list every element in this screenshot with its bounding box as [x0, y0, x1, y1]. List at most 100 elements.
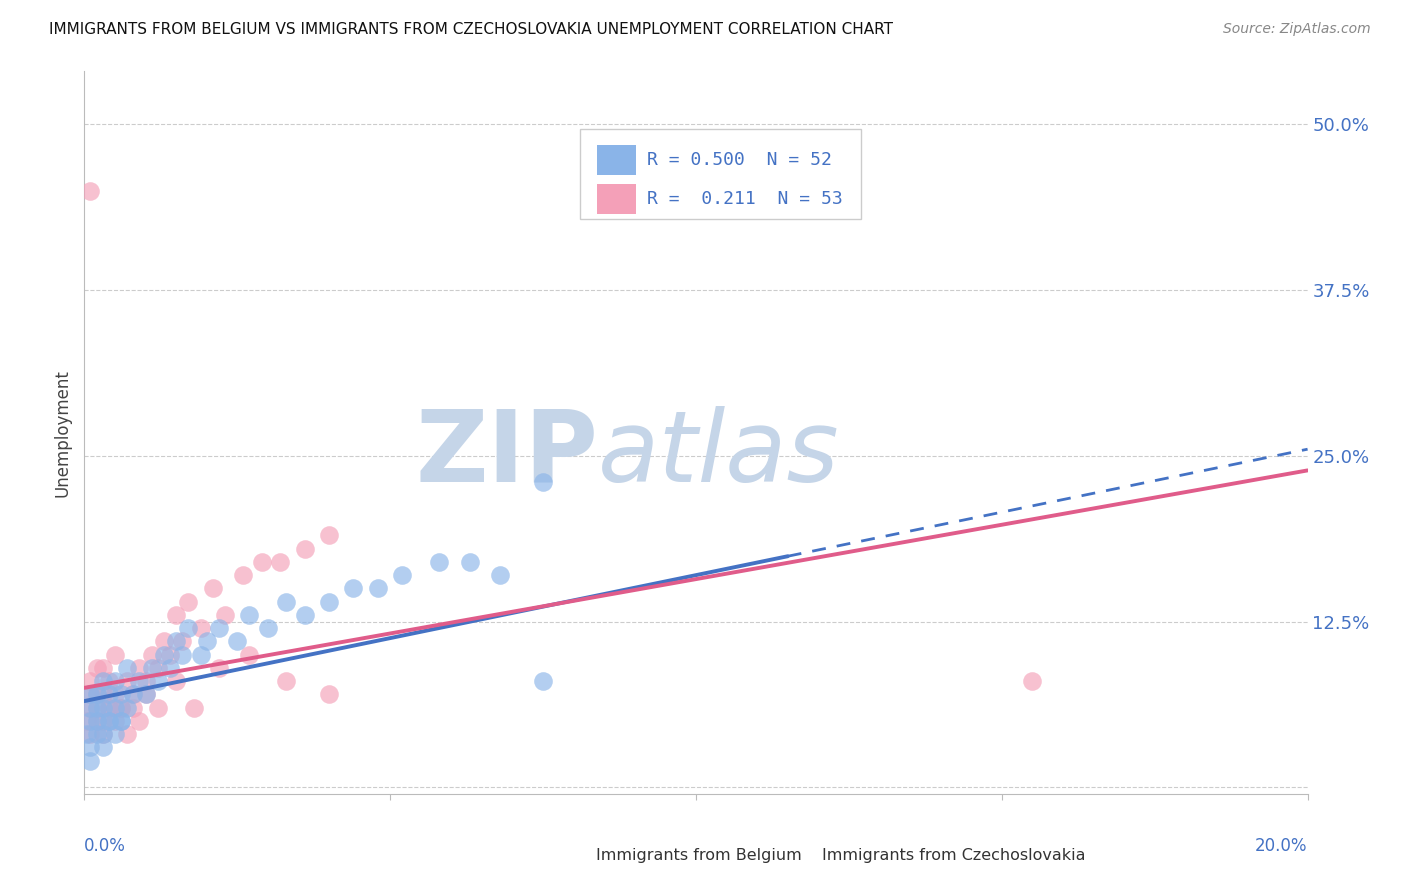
- Point: [91, 740, 114, 755]
- Point: [86, 700, 108, 714]
- Point: [172, 634, 194, 648]
- Point: [110, 714, 132, 728]
- Point: [115, 727, 138, 741]
- Text: R =  0.211  N = 53: R = 0.211 N = 53: [647, 190, 842, 208]
- Point: [97, 674, 120, 689]
- Point: [427, 555, 450, 569]
- Point: [146, 700, 169, 714]
- Text: R = 0.500  N = 52: R = 0.500 N = 52: [647, 151, 832, 169]
- Point: [91, 714, 114, 728]
- Point: [76, 714, 98, 728]
- Point: [91, 700, 114, 714]
- Point: [159, 648, 181, 662]
- Point: [97, 714, 120, 728]
- Point: [238, 648, 260, 662]
- Point: [165, 634, 187, 648]
- Point: [128, 714, 150, 728]
- Point: [79, 674, 101, 689]
- Point: [294, 607, 316, 622]
- Point: [104, 700, 127, 714]
- Point: [276, 594, 298, 608]
- Text: ZIP: ZIP: [415, 406, 598, 503]
- Point: [201, 582, 224, 596]
- Point: [91, 674, 114, 689]
- Point: [489, 568, 512, 582]
- Point: [135, 688, 157, 702]
- Point: [76, 727, 98, 741]
- Point: [104, 727, 127, 741]
- Point: [122, 688, 145, 702]
- Point: [128, 661, 150, 675]
- FancyBboxPatch shape: [558, 844, 588, 867]
- Point: [172, 648, 194, 662]
- Point: [122, 688, 145, 702]
- Point: [104, 648, 127, 662]
- Point: [1021, 674, 1043, 689]
- Point: [79, 688, 101, 702]
- Text: IMMIGRANTS FROM BELGIUM VS IMMIGRANTS FROM CZECHOSLOVAKIA UNEMPLOYMENT CORRELATI: IMMIGRANTS FROM BELGIUM VS IMMIGRANTS FR…: [49, 22, 893, 37]
- Point: [86, 688, 108, 702]
- Point: [165, 674, 187, 689]
- Point: [177, 621, 200, 635]
- Point: [141, 661, 163, 675]
- Point: [79, 688, 101, 702]
- Point: [91, 727, 114, 741]
- Point: [250, 555, 273, 569]
- FancyBboxPatch shape: [598, 145, 636, 176]
- Point: [159, 661, 181, 675]
- Point: [128, 674, 150, 689]
- Point: [115, 700, 138, 714]
- Point: [153, 634, 176, 648]
- Point: [86, 661, 108, 675]
- Point: [318, 594, 340, 608]
- Point: [79, 740, 101, 755]
- Text: Source: ZipAtlas.com: Source: ZipAtlas.com: [1223, 22, 1371, 37]
- Point: [97, 700, 120, 714]
- Point: [232, 568, 254, 582]
- FancyBboxPatch shape: [579, 129, 860, 219]
- FancyBboxPatch shape: [785, 844, 814, 867]
- Point: [238, 607, 260, 622]
- Point: [104, 688, 127, 702]
- Point: [214, 607, 236, 622]
- Text: atlas: atlas: [598, 406, 839, 503]
- Point: [97, 700, 120, 714]
- Point: [342, 582, 364, 596]
- Point: [135, 674, 157, 689]
- Point: [91, 688, 114, 702]
- Point: [79, 754, 101, 768]
- Point: [79, 714, 101, 728]
- Point: [79, 700, 101, 714]
- FancyBboxPatch shape: [598, 184, 636, 214]
- Point: [190, 621, 212, 635]
- Point: [318, 688, 340, 702]
- Point: [146, 661, 169, 675]
- Point: [153, 648, 176, 662]
- Point: [110, 688, 132, 702]
- Point: [458, 555, 481, 569]
- Point: [190, 648, 212, 662]
- Point: [104, 674, 127, 689]
- Point: [269, 555, 291, 569]
- Point: [110, 700, 132, 714]
- Point: [208, 661, 231, 675]
- Point: [531, 674, 554, 689]
- Point: [257, 621, 280, 635]
- Point: [86, 700, 108, 714]
- Point: [208, 621, 231, 635]
- Point: [79, 727, 101, 741]
- Point: [110, 700, 132, 714]
- Point: [79, 184, 101, 198]
- Point: [79, 700, 101, 714]
- Point: [135, 688, 157, 702]
- Point: [276, 674, 298, 689]
- Point: [195, 634, 218, 648]
- Point: [86, 714, 108, 728]
- Point: [104, 714, 127, 728]
- Point: [86, 714, 108, 728]
- Point: [110, 714, 132, 728]
- Point: [91, 661, 114, 675]
- Point: [177, 594, 200, 608]
- Point: [391, 568, 413, 582]
- Point: [122, 700, 145, 714]
